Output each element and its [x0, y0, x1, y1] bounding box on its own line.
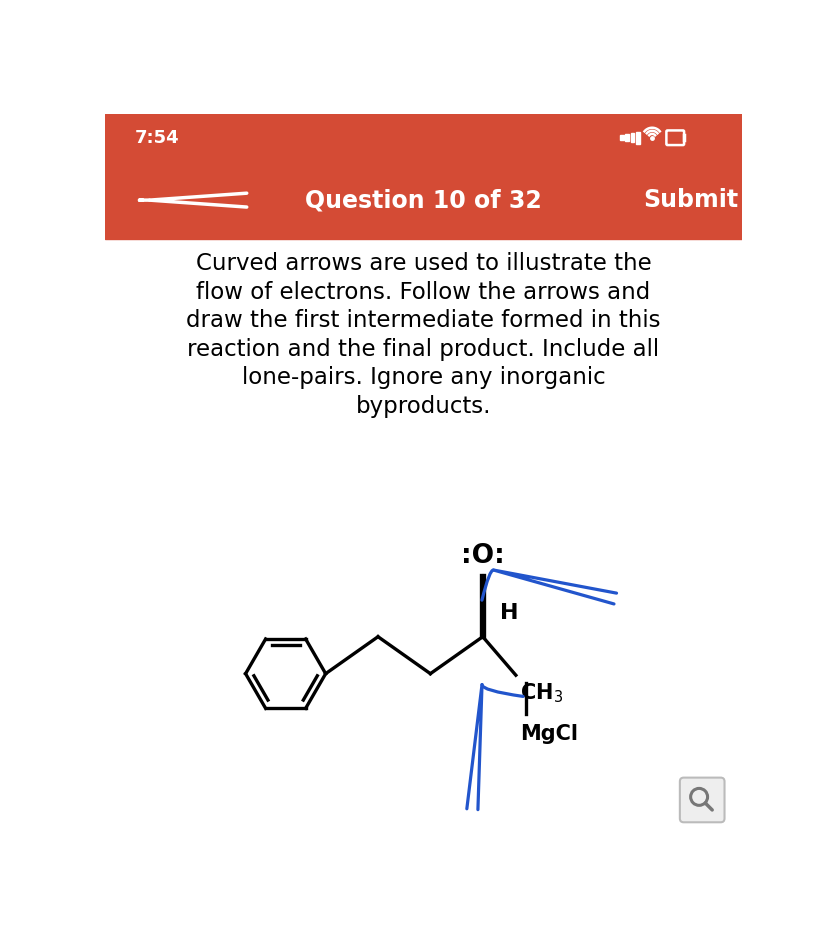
Bar	[636, 132, 640, 143]
Text: H: H	[500, 603, 519, 623]
Text: MgCl: MgCl	[519, 724, 578, 744]
Text: Question 10 of 32: Question 10 of 32	[305, 188, 542, 213]
Bar	[625, 135, 629, 141]
Text: flow of electrons. Follow the arrows and: flow of electrons. Follow the arrows and	[196, 281, 651, 304]
Text: 7:54: 7:54	[135, 129, 179, 147]
Bar	[106, 161, 742, 238]
Text: byproducts.: byproducts.	[356, 395, 491, 418]
Text: draw the first intermediate formed in this: draw the first intermediate formed in th…	[186, 309, 661, 332]
Text: reaction and the final product. Include all: reaction and the final product. Include …	[188, 338, 659, 361]
FancyBboxPatch shape	[680, 777, 724, 822]
Bar	[106, 114, 742, 161]
Text: Submit: Submit	[643, 188, 739, 213]
Bar	[630, 133, 634, 142]
Text: CH$_3$: CH$_3$	[519, 681, 562, 705]
Bar	[619, 136, 624, 140]
Text: lone-pairs. Ignore any inorganic: lone-pairs. Ignore any inorganic	[241, 366, 605, 389]
Text: Curved arrows are used to illustrate the: Curved arrows are used to illustrate the	[195, 252, 652, 275]
Text: :O:: :O:	[461, 543, 504, 569]
